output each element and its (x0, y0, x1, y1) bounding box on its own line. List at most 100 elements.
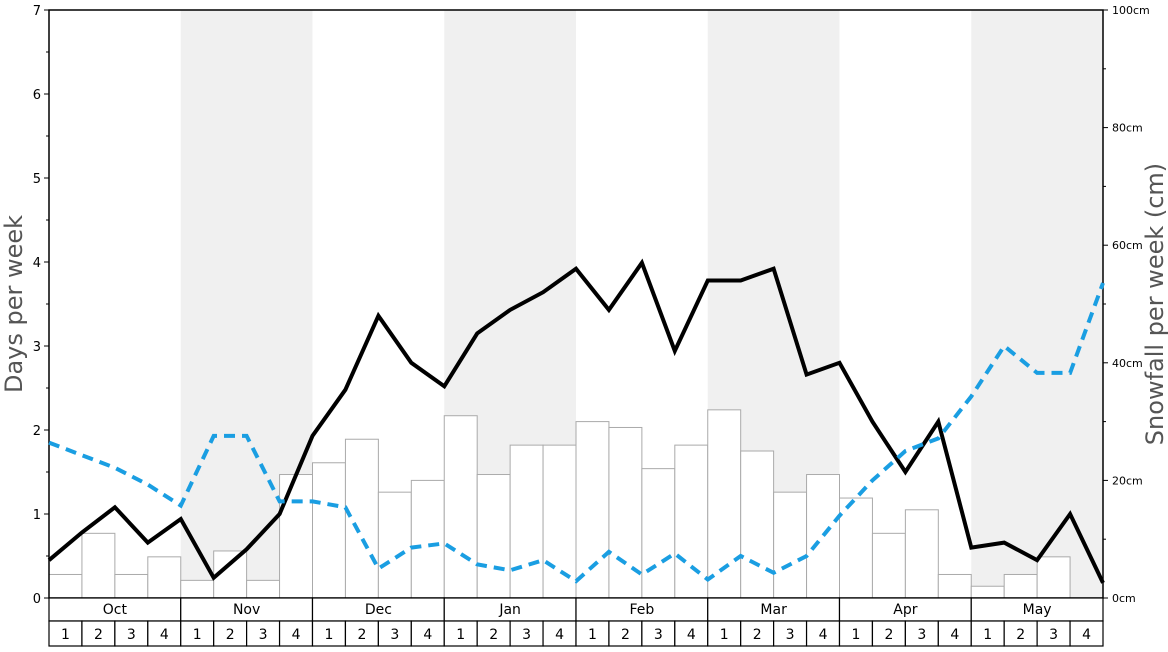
snowfall-bar (180, 579, 215, 599)
month-band-may (971, 10, 1103, 598)
week-label: 2 (753, 627, 762, 643)
week-label: 4 (950, 627, 959, 643)
week-label: 3 (1049, 627, 1058, 643)
month-label: Oct (103, 602, 128, 618)
snowfall-bar (806, 474, 840, 599)
week-label: 4 (1082, 627, 1091, 643)
week-label: 3 (390, 627, 399, 643)
week-cell (805, 620, 841, 647)
week-cell (377, 620, 412, 647)
right-tick-label: 60cm (1112, 239, 1143, 252)
left-tick-label: 4 (33, 256, 41, 271)
week-label: 3 (127, 627, 136, 643)
week-label: 1 (193, 627, 202, 643)
week-label: 1 (852, 627, 861, 643)
week-cell (311, 620, 347, 647)
snowfall-bar (674, 444, 709, 599)
week-cell (114, 620, 149, 647)
snowfall-bar (476, 474, 511, 599)
snowfall-bar (114, 573, 149, 599)
snow-days-line (47, 258, 1105, 584)
week-label: 4 (555, 627, 564, 643)
month-label: Jan (498, 602, 521, 618)
week-cell (443, 620, 478, 647)
week-cell (213, 620, 248, 647)
left-tick-label: 7 (33, 4, 41, 19)
week-label: 1 (456, 627, 465, 643)
week-label: 3 (259, 627, 268, 643)
week-label: 3 (917, 627, 926, 643)
snowfall-bar (871, 532, 906, 599)
week-cell (674, 620, 709, 647)
left-tick-label: 2 (33, 424, 41, 439)
left-tick-label: 0 (33, 592, 41, 607)
week-label: 4 (819, 627, 828, 643)
week-label: 2 (357, 627, 366, 643)
snowfall-bar (344, 438, 379, 599)
week-label: 2 (226, 627, 235, 643)
right-tick-label: 80cm (1112, 122, 1143, 135)
week-cell (575, 620, 610, 647)
month-label: Dec (365, 602, 392, 618)
snowfall-bar (641, 468, 676, 599)
week-label: 1 (983, 627, 992, 643)
week-label: 1 (61, 627, 70, 643)
week-label: 1 (588, 627, 597, 643)
snowfall-bar (81, 532, 116, 599)
week-cell (278, 620, 314, 647)
month-label: Nov (233, 602, 260, 618)
week-cell (180, 620, 215, 647)
week-label: 1 (720, 627, 729, 643)
y-axis-label-left: Days per week (0, 215, 28, 393)
snowfall-bar (970, 585, 1005, 599)
snowfall-bar (443, 415, 478, 599)
left-tick-label: 6 (33, 88, 41, 103)
week-cell (740, 620, 775, 647)
week-label: 2 (621, 627, 630, 643)
week-label: 2 (1016, 627, 1025, 643)
right-tick-label: 40cm (1112, 357, 1143, 370)
snowfall-bar (48, 573, 83, 599)
week-label: 4 (687, 627, 696, 643)
snowfall-bar (839, 497, 873, 599)
snowfall-bar (773, 491, 808, 599)
month-label: Feb (629, 602, 654, 618)
week-cell (542, 620, 577, 647)
snowfall-bar (1003, 573, 1038, 599)
week-cell (48, 620, 83, 647)
week-label: 4 (292, 627, 301, 643)
right-tick-label: 0cm (1112, 592, 1136, 605)
month-label: Mar (760, 602, 787, 618)
week-cell (773, 620, 808, 647)
snowfall-bar (213, 550, 248, 599)
week-label: 4 (423, 627, 432, 643)
week-label: 1 (325, 627, 334, 643)
week-cell (509, 620, 544, 647)
left-tick-label: 5 (33, 172, 41, 187)
month-label: May (1023, 602, 1052, 618)
snowfall-bar (740, 450, 775, 599)
week-label: 2 (94, 627, 103, 643)
week-cell (608, 620, 643, 647)
snowfall-bar (542, 444, 577, 599)
snowfall-bar (377, 491, 412, 599)
left-tick-label: 3 (33, 340, 41, 355)
y-axis-label-right: Snowfall per week (cm) (1141, 163, 1168, 445)
week-label: 2 (884, 627, 893, 643)
week-cell (1036, 620, 1071, 647)
left-tick-label: 1 (33, 508, 41, 523)
week-cell (344, 620, 379, 647)
snowfall-days-line (48, 282, 1105, 584)
week-label: 3 (786, 627, 795, 643)
snowfall-bar (279, 474, 313, 599)
snowfall-bar (509, 444, 544, 599)
snowfall-bar (904, 509, 939, 599)
week-label: 4 (160, 627, 169, 643)
snowfall-bar (575, 421, 610, 599)
month-label: Apr (893, 602, 917, 618)
snowfall-bar (410, 479, 445, 599)
week-cell (970, 620, 1005, 647)
week-label: 3 (654, 627, 663, 643)
